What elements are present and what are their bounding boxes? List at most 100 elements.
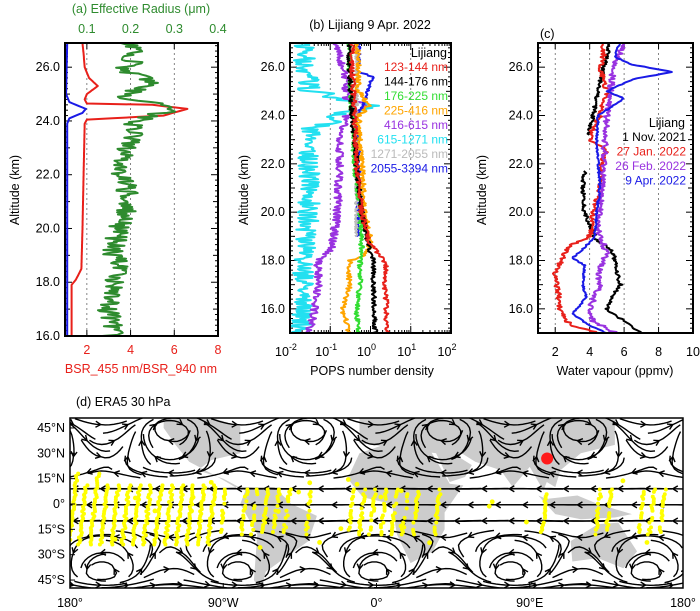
legend-entry: 225-416 nm: [384, 104, 448, 118]
legend-entry: 615-1271 nm: [377, 133, 448, 147]
arrowhead-icon: [231, 452, 239, 459]
sonde-track-dot: [363, 487, 368, 492]
arrowhead-icon: [480, 485, 488, 493]
lat-tick-label: 45°N: [37, 421, 65, 435]
map-area: [65, 418, 692, 588]
sonde-track-dot: [657, 525, 662, 530]
arrowhead-icon: [453, 451, 461, 459]
sonde-track-dot: [401, 520, 406, 525]
y-tick-label: 18.0: [36, 275, 60, 289]
sonde-track-dot: [285, 496, 291, 501]
arrowhead-icon: [312, 547, 320, 554]
arrowhead-icon: [399, 551, 406, 559]
series-line-144-176-nm: [346, 43, 379, 333]
tick-exponent: -2: [289, 342, 297, 352]
arrowhead-icon: [684, 441, 690, 446]
sonde-track-dot: [381, 520, 386, 525]
sonde-track-dot: [208, 479, 214, 485]
x-tick-label: 10: [686, 345, 700, 359]
arrowhead-icon: [108, 439, 116, 446]
y-tick-label: 20.0: [261, 205, 285, 219]
x-tick-label: 4: [586, 345, 593, 359]
arrowhead-icon: [628, 563, 637, 571]
sonde-track-dot: [244, 499, 249, 504]
arrowhead-icon: [122, 423, 130, 430]
lat-tick-label: 45°S: [38, 573, 65, 587]
arrowhead-icon: [639, 452, 647, 459]
arrowhead-icon: [249, 470, 257, 478]
arrowhead-icon: [371, 548, 379, 556]
arrowhead-icon: [299, 566, 307, 574]
arrowhead-icon: [181, 451, 189, 459]
arrowhead-icon: [85, 467, 93, 475]
legend-entry: 144-176 nm: [384, 75, 448, 89]
arrowhead-icon: [380, 439, 388, 446]
sonde-track-dot: [359, 506, 364, 511]
arrowhead-icon: [426, 485, 433, 493]
sonde-track-dot: [411, 527, 416, 532]
sonde-track-dot: [347, 525, 352, 530]
sonde-track-dot: [369, 525, 374, 530]
sonde-track-dot: [251, 527, 256, 532]
sonde-track-dot: [132, 495, 138, 501]
arrowhead-icon: [672, 551, 679, 559]
x-tick-label: 100: [357, 342, 376, 359]
sonde-track-dot: [354, 481, 360, 487]
sonde-track-dot: [65, 543, 69, 547]
arrowhead-icon: [535, 517, 542, 525]
arrowhead-icon: [671, 485, 679, 493]
arrowhead-icon: [153, 485, 161, 493]
arrowhead-icon: [353, 434, 361, 442]
arrowhead-icon: [285, 423, 293, 431]
arrowhead-icon: [449, 581, 457, 588]
streamline: [630, 553, 651, 582]
arrowhead-icon: [467, 531, 475, 539]
sonde-track-dot: [138, 483, 143, 488]
sonde-track-dot: [639, 511, 644, 516]
arrowhead-icon: [231, 581, 239, 588]
arrowhead-icon: [344, 485, 352, 493]
sonde-track-dot: [105, 483, 110, 488]
arrowhead-icon: [439, 469, 447, 477]
arrowhead-icon: [396, 455, 404, 463]
sonde-track-dot: [243, 504, 248, 509]
arrowhead-icon: [612, 580, 620, 588]
legend-title: Lijiang: [649, 116, 685, 130]
sonde-track-dot: [189, 508, 194, 514]
arrowhead-icon: [630, 501, 638, 509]
tick-base: 10: [357, 345, 371, 359]
sonde-track-dot: [307, 480, 313, 486]
sonde-track-dot: [245, 487, 250, 492]
y-tick-label: 24.0: [36, 114, 60, 128]
arrowhead-icon: [276, 535, 284, 543]
streamline: [284, 418, 317, 449]
arrowhead-icon: [686, 471, 692, 477]
sonde-track-dot: [82, 485, 87, 490]
y-tick-label: 26.0: [509, 60, 533, 74]
streamline: [143, 567, 195, 579]
arrowhead-icon: [343, 547, 351, 555]
sonde-track-dot: [378, 494, 384, 500]
sonde-track-dot: [378, 522, 383, 527]
sonde-track-dot: [369, 518, 374, 523]
arrowhead-icon: [99, 485, 107, 493]
arrowhead-icon: [235, 485, 243, 493]
sonde-track-dot: [437, 487, 442, 492]
arrowhead-icon: [194, 501, 202, 509]
arrowhead-icon: [576, 533, 584, 542]
arrowhead-icon: [657, 470, 665, 478]
y-tick-label: 20.0: [36, 221, 60, 235]
sonde-track-dot: [345, 477, 351, 482]
panel-d-title: (d) ERA5 30 hPa: [76, 395, 171, 409]
arrowhead-icon: [317, 451, 325, 459]
streamline: [311, 551, 356, 583]
x-tick-label: 2: [552, 345, 559, 359]
sonde-track-dot: [264, 506, 269, 511]
sonde-track-dot: [427, 540, 432, 546]
arrowhead-icon: [503, 581, 511, 588]
sonde-track-dot: [116, 483, 121, 488]
arrowhead-icon: [112, 470, 121, 478]
streamline: [358, 553, 379, 582]
lat-tick-label: 15°N: [37, 472, 65, 486]
arrowhead-icon: [522, 567, 529, 575]
